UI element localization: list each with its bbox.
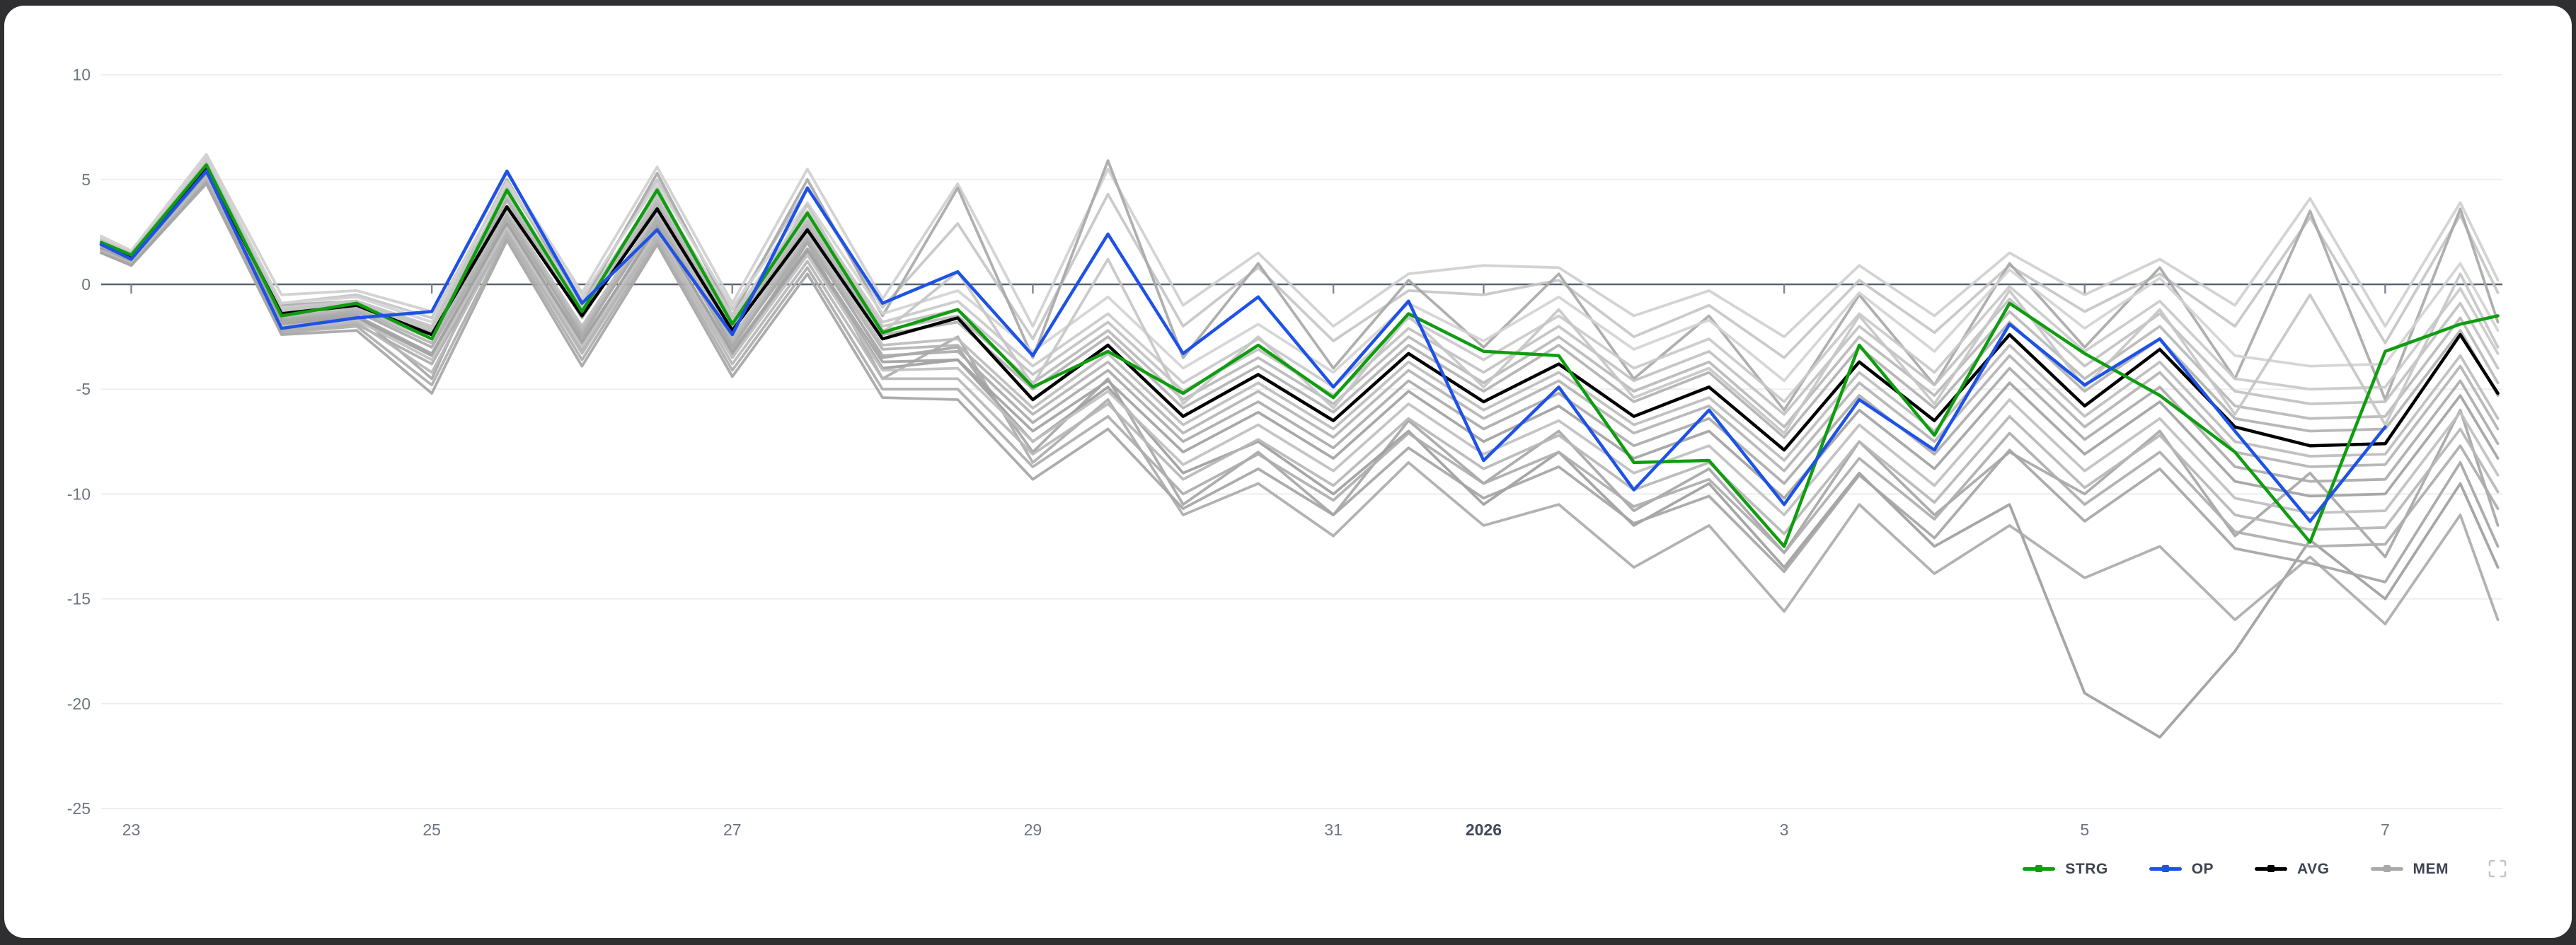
x-axis-label: 5	[2080, 821, 2089, 839]
series-strg-line	[99, 163, 2500, 548]
fullscreen-button[interactable]	[2487, 858, 2508, 879]
chart-legend: STRG OP AVG MEM	[1982, 853, 2508, 884]
op-line-swatch	[2149, 865, 2182, 872]
fullscreen-icon	[2488, 859, 2507, 878]
legend-item-op[interactable]: OP	[2149, 862, 2214, 876]
y-axis-label: -15	[67, 590, 91, 608]
ensemble-member-line	[100, 173, 2500, 500]
legend-label: MEM	[2413, 860, 2449, 877]
ensemble-member-line	[100, 178, 2500, 626]
ensemble-member-line	[100, 182, 2500, 584]
legend-item-mem[interactable]: MEM	[2370, 860, 2449, 877]
x-axis-label: 27	[723, 821, 742, 839]
x-axis-label: 25	[422, 821, 441, 839]
x-axis-label: 3	[1780, 821, 1789, 839]
x-axis-label: 23	[122, 821, 141, 839]
y-axis-label: -20	[67, 695, 91, 713]
legend-label: OP	[2191, 860, 2214, 877]
avg-line-swatch	[2255, 865, 2288, 872]
ensemble-member-line	[100, 169, 2500, 462]
ensemble-member-line	[100, 180, 2500, 555]
legend-item-avg[interactable]: AVG	[2255, 862, 2329, 876]
ensemble-member-line	[100, 175, 2500, 516]
y-axis-label: -10	[67, 485, 91, 503]
series-op-line	[99, 169, 2387, 523]
x-axis-label: 31	[1324, 821, 1342, 839]
x-axis-label: 29	[1024, 821, 1042, 839]
legend-item-strg[interactable]: STRG	[2023, 862, 2108, 876]
y-axis-label: 10	[72, 66, 91, 84]
y-axis-label: -5	[76, 380, 91, 398]
series-avg-line	[99, 167, 2500, 452]
y-axis-label: -25	[67, 799, 91, 818]
x-axis-label: 7	[2381, 821, 2390, 839]
mem-line-swatch	[2370, 865, 2403, 872]
ensemble-member-line	[100, 171, 2500, 485]
x-axis-label: 2026	[1466, 821, 1502, 839]
ensemble-member-line	[100, 178, 2500, 535]
legend-label: AVG	[2297, 860, 2330, 877]
strg-line-swatch	[2023, 865, 2056, 872]
y-axis-label: 0	[81, 275, 91, 294]
ensemble-member-line	[100, 171, 2500, 472]
legend-label: STRG	[2065, 860, 2108, 877]
ensemble-member-line	[100, 157, 2500, 383]
y-axis-label: 5	[81, 170, 91, 189]
